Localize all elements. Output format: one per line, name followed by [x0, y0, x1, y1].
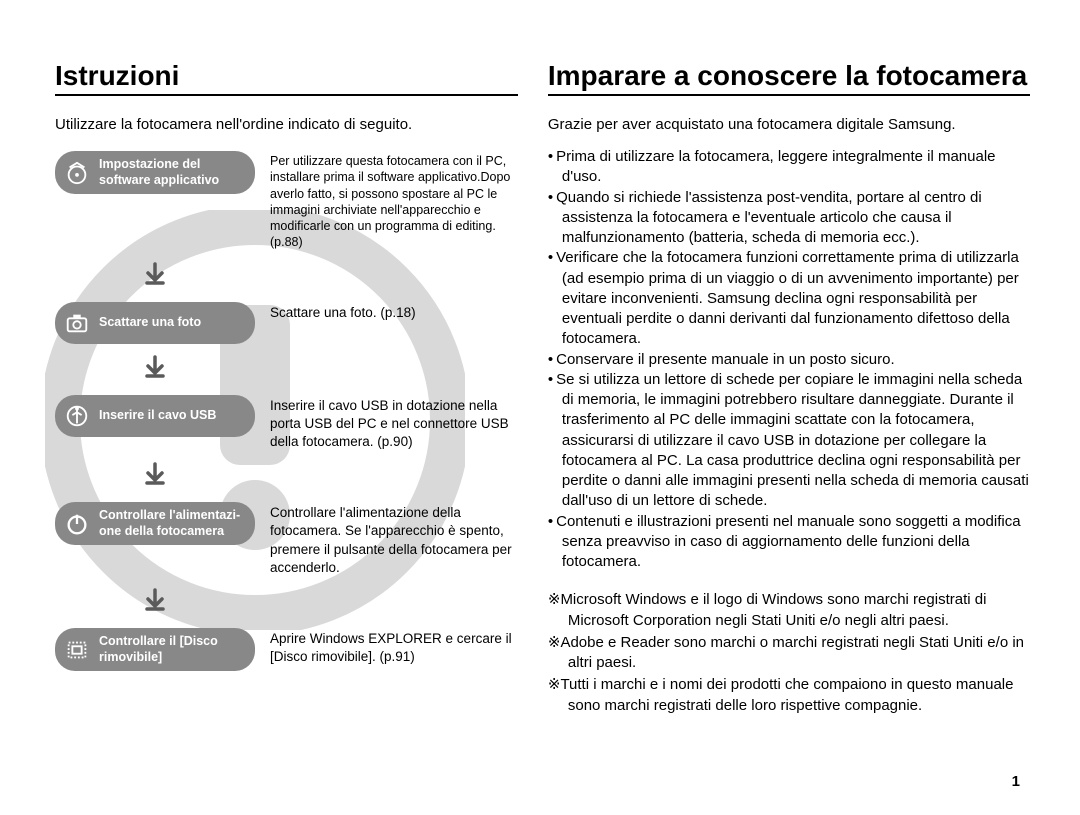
step-desc: Per utilizzare questa fotocamera con il … — [270, 151, 518, 251]
bullet-list: Prima di utilizzare la fotocamera, legge… — [548, 147, 1030, 572]
bullet-item: Se si utilizza un lettore di schede per … — [548, 370, 1030, 512]
bullet-item: Conservare il presente manuale in un pos… — [548, 350, 1030, 370]
arrow-down-icon — [55, 344, 255, 395]
page-number: 1 — [1012, 773, 1020, 790]
step-pill-software: Impostazione del software applicativo — [55, 151, 255, 194]
step-pill-power: Controllare l'alimentazi-one della fotoc… — [55, 502, 255, 545]
step-row: Inserire il cavo USB Inserire il cavo US… — [55, 395, 518, 452]
step-row: Impostazione del software applicativo Pe… — [55, 151, 518, 251]
step-label: Inserire il cavo USB — [99, 408, 243, 424]
right-intro: Grazie per aver acquistato una fotocamer… — [548, 116, 1030, 133]
step-label: Controllare l'alimentazi-one della fotoc… — [99, 508, 243, 539]
camera-icon — [63, 309, 91, 337]
cd-install-icon — [63, 159, 91, 187]
step-desc: Aprire Windows EXPLORER e cercare il [Di… — [270, 628, 518, 666]
step-desc: Scattare una foto. (p.18) — [270, 302, 416, 322]
left-intro: Utilizzare la fotocamera nell'ordine ind… — [55, 116, 518, 133]
arrow-down-icon — [55, 251, 255, 302]
notes-list: ※Microsoft Windows e il logo di Windows … — [548, 590, 1030, 716]
step-desc: Controllare l'alimentazione della fotoca… — [270, 502, 518, 577]
step-label: Impostazione del software applicativo — [99, 157, 243, 188]
right-column: Imparare a conoscere la fotocamera Grazi… — [548, 60, 1030, 785]
arrow-down-icon — [55, 577, 255, 628]
step-pill-usb: Inserire il cavo USB — [55, 395, 255, 437]
step-pill-shoot: Scattare una foto — [55, 302, 255, 344]
bullet-item: Prima di utilizzare la fotocamera, legge… — [548, 147, 1030, 188]
arrow-down-icon — [55, 451, 255, 502]
step-label: Scattare una foto — [99, 315, 243, 331]
bullet-item: Verificare che la fotocamera funzioni co… — [548, 248, 1030, 349]
disk-icon — [63, 636, 91, 664]
bullet-item: Contenuti e illustrazioni presenti nel m… — [548, 512, 1030, 573]
step-row: Controllare l'alimentazi-one della fotoc… — [55, 502, 518, 577]
left-column: Istruzioni Utilizzare la fotocamera nell… — [55, 60, 518, 785]
step-label: Controllare il [Disco rimovibile] — [99, 634, 243, 665]
bullet-item: Quando si richiede l'assistenza post-ven… — [548, 188, 1030, 249]
step-desc: Inserire il cavo USB in dotazione nella … — [270, 395, 518, 452]
step-row: Controllare il [Disco rimovibile] Aprire… — [55, 628, 518, 671]
right-heading: Imparare a conoscere la fotocamera — [548, 60, 1030, 96]
left-heading: Istruzioni — [55, 60, 518, 96]
note-item: ※Tutti i marchi e i nomi dei prodotti ch… — [548, 675, 1030, 716]
step-pill-disk: Controllare il [Disco rimovibile] — [55, 628, 255, 671]
steps-list: Impostazione del software applicativo Pe… — [55, 151, 518, 671]
note-item: ※Adobe e Reader sono marchi o marchi reg… — [548, 633, 1030, 674]
note-item: ※Microsoft Windows e il logo di Windows … — [548, 590, 1030, 631]
step-row: Scattare una foto Scattare una foto. (p.… — [55, 302, 518, 344]
power-icon — [63, 510, 91, 538]
usb-icon — [63, 402, 91, 430]
